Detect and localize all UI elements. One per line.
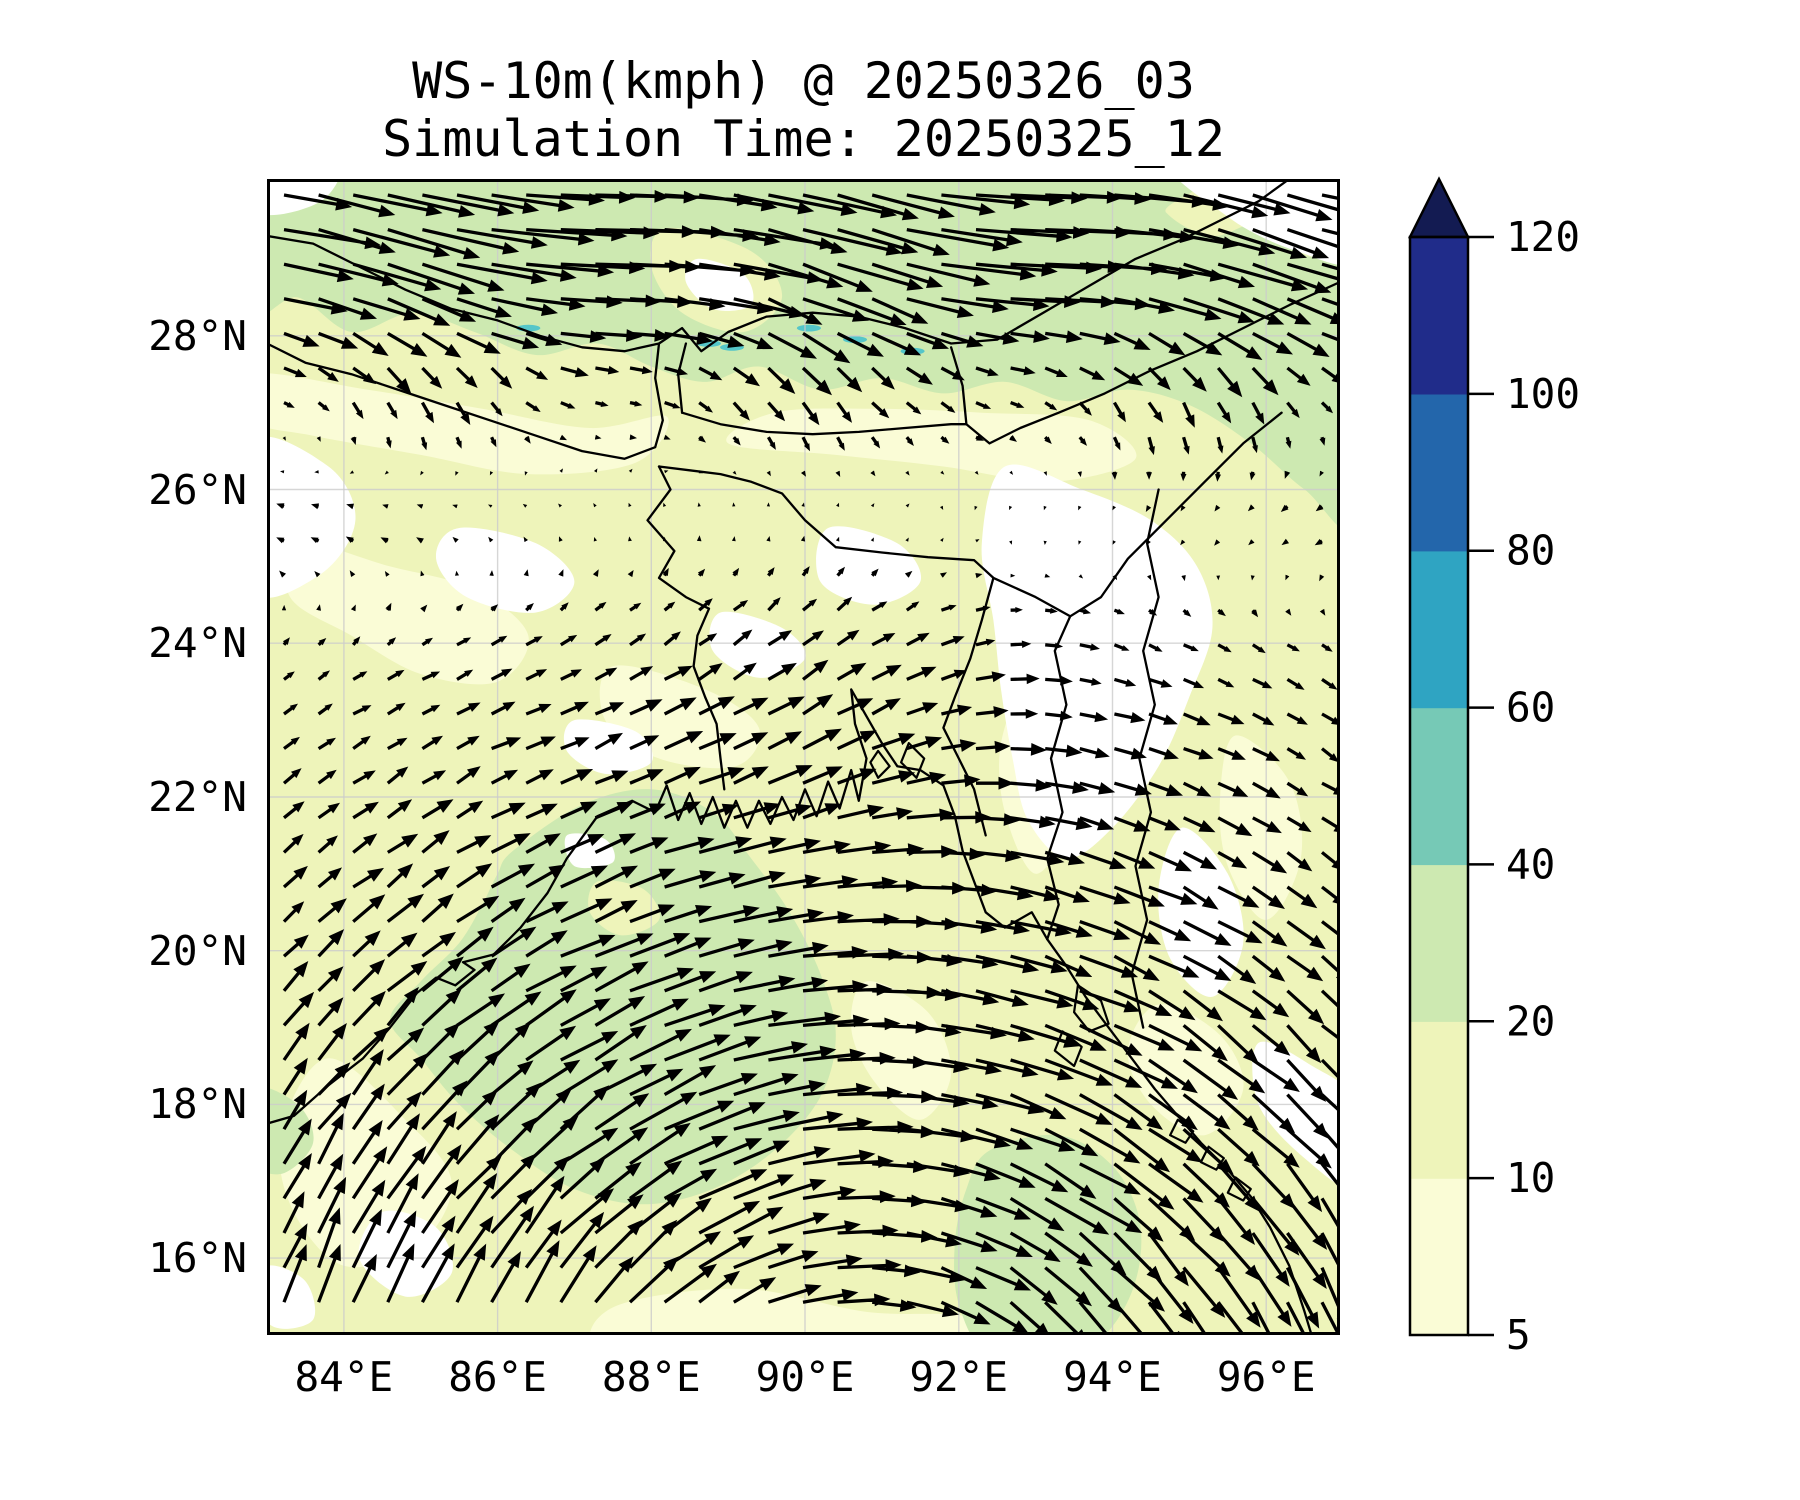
y-axis-tick-label: 24°N xyxy=(148,619,247,668)
x-axis-tick-label: 96°E xyxy=(1216,1353,1316,1401)
coastline-tibet-border xyxy=(267,179,1291,353)
colorbar-tick-label: 80 xyxy=(1506,527,1555,575)
contour-patch-pale-myanmar-east xyxy=(1219,735,1303,920)
contour-patch-green-nw-bay xyxy=(390,789,836,1205)
colorbar-segment-5 xyxy=(1410,393,1468,552)
y-axis-tick-label: 16°N xyxy=(148,1234,247,1283)
island-delta-islet-2 xyxy=(1199,1145,1225,1171)
y-axis-tick-label: 22°N xyxy=(148,772,247,821)
contour-patch-white-hole-bay xyxy=(564,833,615,869)
island-sandwip xyxy=(869,749,891,779)
colorbar-outline xyxy=(1408,235,1470,1337)
y-axis-tick-label: 28°N xyxy=(148,311,247,360)
contour-patch-white-bihar xyxy=(435,527,575,613)
coastline-nepal-south-border xyxy=(267,342,664,460)
island-hatia xyxy=(900,742,926,779)
contour-patch-pale-midsea xyxy=(850,981,952,1120)
contour-patch-pale-bottom-strip xyxy=(589,1288,989,1335)
colorbar-segment-4 xyxy=(1410,550,1468,709)
map-frame xyxy=(267,179,1340,1335)
y-axis-tick-label: 20°N xyxy=(148,926,247,975)
contour-patch-white-sw-corner xyxy=(267,1265,316,1329)
coastline-bangladesh-west-border xyxy=(646,465,726,791)
colorbar-segment-6 xyxy=(1410,237,1468,395)
colorbar: 5 10 20 40 60 80 100 120 xyxy=(1407,176,1580,1359)
plot-subtitle: Simulation Time: 20250325_12 xyxy=(382,110,1225,168)
x-axis-tick-label: 94°E xyxy=(1063,1353,1162,1401)
colorbar-segment-2 xyxy=(1410,864,1468,1022)
colorbar-tick-label: 120 xyxy=(1506,213,1580,261)
colorbar-tick-label: 5 xyxy=(1506,1311,1531,1359)
x-axis-tick-label: 92°E xyxy=(909,1353,1009,1401)
contour-patch-white-topright-corner xyxy=(1177,179,1340,265)
colorbar-tick-label: 20 xyxy=(1506,997,1555,1045)
x-axis-tick-label: 86°E xyxy=(448,1353,547,1401)
coastline-ne-india-border xyxy=(992,411,1283,618)
lake-2 xyxy=(796,324,821,332)
colorbar-tick-label: 10 xyxy=(1506,1154,1555,1202)
colorbar-segment-3 xyxy=(1410,707,1468,866)
map-plot-svg xyxy=(267,179,1340,1335)
contour-patch-white-wb-spot xyxy=(563,719,653,775)
colorbar-segment-0 xyxy=(1410,1178,1468,1336)
contour-patch-white-left-edge xyxy=(267,436,356,598)
contour-patch-white-meghalaya xyxy=(816,526,922,605)
colorbar-extend-arrow xyxy=(1407,176,1471,239)
x-axis-tick-label: 84°E xyxy=(294,1353,394,1401)
x-axis-tick-label: 90°E xyxy=(755,1353,855,1401)
y-axis-tick-label: 26°N xyxy=(148,465,247,514)
coastline-bhutan-east-spur xyxy=(949,346,968,426)
contour-patch-white-bangladesh-center xyxy=(709,611,806,678)
contour-patch-pale-inland-west xyxy=(284,542,529,685)
contour-patch-pale-band-subhimalaya-west xyxy=(267,373,669,475)
coastline-bangladesh-north-east-border xyxy=(657,465,995,837)
coastline-india-bangladesh-myanmar-coast xyxy=(267,688,1313,1335)
plot-title: WS-10m(kmph) @ 20250326_03 xyxy=(412,52,1195,110)
y-axis-tick-label: 18°N xyxy=(148,1080,247,1129)
contour-patch-white-myanmar-large xyxy=(981,464,1213,859)
x-axis-tick-label: 88°E xyxy=(601,1353,701,1401)
quiver-shafts xyxy=(280,193,1340,1335)
colorbar-tick-label: 100 xyxy=(1506,370,1580,418)
contour-patch-pale-band-subhimalaya-east xyxy=(726,408,1137,482)
contour-patch-pale-coast-east xyxy=(1127,1004,1244,1136)
island-cheduba xyxy=(1053,1030,1083,1068)
colorbar-tick-label: 60 xyxy=(1506,684,1555,732)
colorbar-segment-1 xyxy=(1410,1021,1468,1179)
island-delta-islet-3 xyxy=(1226,1176,1252,1202)
map-axes xyxy=(267,179,1340,1335)
contour-patch-white-right-lower xyxy=(1252,1041,1340,1186)
colorbar-tick-label: 40 xyxy=(1506,840,1555,888)
